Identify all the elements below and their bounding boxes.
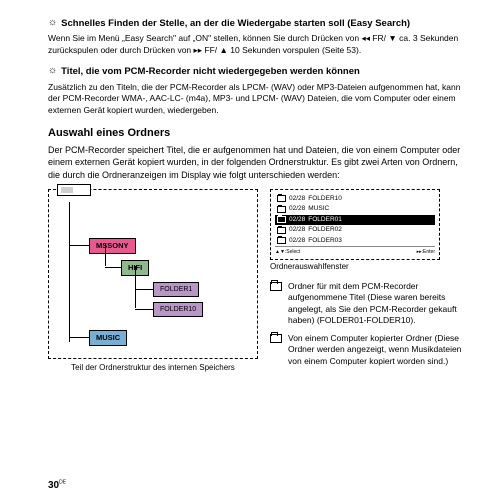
node-music: MUSIC — [69, 330, 127, 346]
folder-label: FOLDER1 — [153, 282, 199, 297]
legend-text: Von einem Computer kopierter Ordner (Die… — [288, 333, 472, 367]
folder-icon — [277, 237, 286, 244]
page-sup: DE — [59, 480, 66, 486]
node-hifi: HIFI — [105, 260, 149, 276]
tree-trunk — [69, 202, 70, 342]
tree-connector — [105, 267, 121, 268]
lcd-row: 02/28FOLDER03 — [275, 236, 435, 246]
hint-icon: ☼ — [48, 18, 57, 28]
hint-icon: ☼ — [48, 66, 57, 76]
legend-copied-folder: Von einem Computer kopierter Ordner (Die… — [270, 333, 472, 367]
memory-icon — [57, 184, 91, 196]
legend-recorded-folder: Ordner für mit dem PCM-Recorder aufgenom… — [270, 281, 472, 327]
lcd-footer-left: ▲▼:Select — [275, 249, 300, 256]
diagram-area: MSSONY HIFI FOLDER1 FOLDER10 MUSIC Teil … — [48, 189, 472, 373]
hint-body: Zusätzlich zu den Titeln, die der PCM-Re… — [48, 82, 472, 116]
folder-icon — [277, 227, 286, 234]
folder-icon — [270, 282, 282, 291]
folder-icon — [277, 216, 286, 223]
lcd-name: FOLDER03 — [308, 237, 342, 245]
section-body: Der PCM-Recorder speichert Titel, die er… — [48, 144, 472, 180]
tree-connector — [135, 289, 153, 290]
hint-heading-text: Schnelles Finden der Stelle, an der die … — [61, 18, 410, 30]
page-num: 30 — [48, 480, 59, 491]
folder-icon — [270, 334, 282, 343]
folder-label: MUSIC — [89, 330, 127, 346]
lcd-idx: 02/28 — [289, 195, 305, 203]
lcd-name: FOLDER02 — [308, 226, 342, 234]
node-mssony: MSSONY — [69, 238, 136, 254]
right-column: 02/28FOLDER10 02/28MUSIC 02/28FOLDER01 0… — [270, 189, 472, 373]
lcd-idx: 02/28 — [289, 226, 305, 234]
lcd-idx: 02/28 — [289, 237, 305, 245]
lcd-caption: Ordnerauswahlfenster — [270, 262, 472, 272]
lcd-row: 02/28FOLDER02 — [275, 225, 435, 235]
hint-heading: ☼ Titel, die vom PCM-Recorder nicht wied… — [48, 66, 472, 78]
folder-tree-container: MSSONY HIFI FOLDER1 FOLDER10 MUSIC Teil … — [48, 189, 258, 373]
lcd-row: 02/28MUSIC — [275, 204, 435, 214]
folder-label: FOLDER10 — [153, 302, 203, 317]
lcd-row: 02/28FOLDER10 — [275, 194, 435, 204]
lcd-footer-right: ▸▸:Enter — [417, 249, 435, 256]
lcd-footer: ▲▼:Select ▸▸:Enter — [275, 246, 435, 256]
lcd-idx: 02/28 — [289, 216, 305, 224]
section-heading: Auswahl eines Ordners — [48, 126, 472, 140]
lcd-window: 02/28FOLDER10 02/28MUSIC 02/28FOLDER01 0… — [270, 189, 440, 261]
legend-text: Ordner für mit dem PCM-Recorder aufgenom… — [288, 281, 472, 327]
page-number: 30DE — [48, 479, 66, 492]
hint-heading: ☼ Schnelles Finden der Stelle, an der di… — [48, 18, 472, 30]
hint-heading-text: Titel, die vom PCM-Recorder nicht wieder… — [61, 66, 360, 78]
node-folder10: FOLDER10 — [135, 302, 203, 317]
lcd-row-selected: 02/28FOLDER01 — [275, 215, 435, 225]
hint-unsupported-titles: ☼ Titel, die vom PCM-Recorder nicht wied… — [48, 66, 472, 116]
folder-tree-diagram: MSSONY HIFI FOLDER1 FOLDER10 MUSIC — [48, 189, 258, 359]
tree-connector — [69, 337, 89, 338]
folder-icon — [277, 195, 286, 202]
tree-connector — [135, 309, 153, 310]
lcd-idx: 02/28 — [289, 205, 305, 213]
lcd-name: MUSIC — [308, 205, 329, 213]
diagram-caption: Teil der Ordnerstruktur des internen Spe… — [48, 363, 258, 373]
lcd-name: FOLDER01 — [308, 216, 342, 224]
hint-body: Wenn Sie im Menü „Easy Search" auf „ON" … — [48, 33, 472, 56]
folder-label: MSSONY — [89, 238, 136, 254]
tree-connector — [69, 245, 89, 246]
hint-easy-search: ☼ Schnelles Finden der Stelle, an der di… — [48, 18, 472, 56]
lcd-name: FOLDER10 — [308, 195, 342, 203]
node-folder1: FOLDER1 — [135, 282, 199, 297]
folder-icon — [277, 206, 286, 213]
